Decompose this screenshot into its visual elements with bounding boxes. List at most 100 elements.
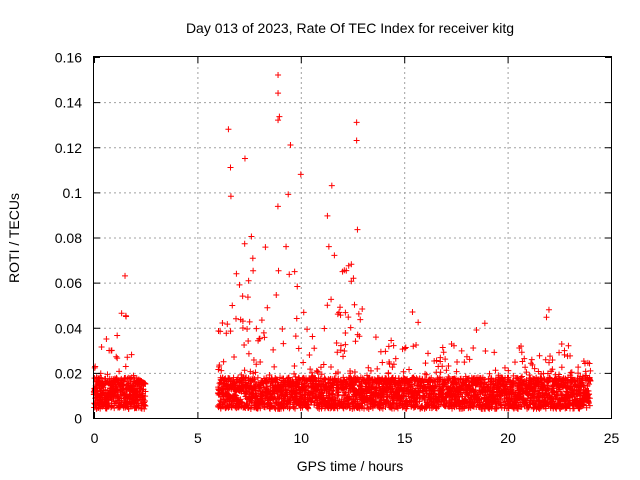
scatter-point: [292, 373, 299, 380]
scatter-point: [300, 359, 307, 366]
scatter-point: [394, 405, 401, 412]
scatter-point: [544, 385, 551, 392]
scatter-point: [535, 368, 542, 375]
scatter-point: [217, 328, 224, 335]
scatter-point: [229, 302, 236, 309]
scatter-point: [342, 329, 349, 336]
scatter-point: [262, 244, 269, 251]
scatter-point: [505, 367, 512, 374]
scatter-point: [260, 329, 267, 336]
scatter-point: [142, 388, 149, 395]
scatter-point: [351, 301, 358, 308]
scatter-point: [586, 360, 593, 367]
scatter-point: [223, 330, 230, 337]
scatter-point: [482, 348, 489, 355]
scatter-point: [280, 340, 287, 347]
plot-frame: [93, 56, 612, 419]
scatter-point: [355, 310, 362, 317]
scatter-point: [227, 164, 234, 171]
scatter-point: [328, 296, 335, 303]
scatter-point: [341, 348, 348, 355]
scatter-point: [244, 326, 251, 333]
scatter-point: [257, 358, 264, 365]
scatter-point: [335, 369, 342, 376]
y-tick-label: 0: [74, 411, 82, 427]
scatter-point: [328, 364, 335, 371]
scatter-point: [348, 278, 355, 285]
scatter-point: [252, 369, 259, 376]
scatter-point: [347, 324, 354, 331]
scatter-point: [583, 404, 590, 411]
scatter-point: [392, 355, 399, 362]
scatter-point: [558, 390, 565, 397]
scatter-point: [522, 364, 529, 371]
scatter-point: [108, 347, 115, 354]
scatter-point: [224, 321, 231, 328]
scatter-point: [347, 368, 354, 375]
scatter-point: [128, 351, 135, 358]
scatter-point: [266, 371, 273, 378]
scatter-point: [382, 348, 389, 355]
scatter-point: [239, 318, 246, 325]
scatter-point: [519, 373, 526, 380]
scatter-point: [466, 356, 473, 363]
scatter-point: [275, 117, 282, 124]
scatter-point: [437, 358, 444, 365]
scatter-point: [401, 345, 408, 352]
scatter-point: [266, 397, 273, 404]
scatter-point: [137, 405, 144, 412]
scatter-point: [241, 240, 248, 247]
scatter-point: [556, 349, 563, 356]
scatter-point: [343, 267, 350, 274]
scatter-point: [216, 362, 223, 369]
scatter-point: [463, 353, 470, 360]
scatter-point: [118, 310, 125, 317]
scatter-point: [416, 398, 423, 405]
scatter-point: [409, 308, 416, 315]
scatter-point: [275, 267, 282, 274]
scatter-point: [415, 319, 422, 326]
scatter-point: [331, 252, 338, 259]
scatter-point: [419, 375, 426, 382]
scatter-point: [249, 255, 256, 262]
scatter-point: [521, 355, 528, 362]
scatter-point: [291, 370, 298, 377]
scatter-point: [379, 359, 386, 366]
scatter-point: [120, 385, 127, 392]
scatter-point: [586, 391, 593, 398]
scatter-point: [486, 370, 493, 377]
scatter-point: [328, 182, 335, 189]
scatter-point: [353, 137, 360, 144]
scatter-point: [134, 396, 141, 403]
scatter-point: [454, 358, 461, 365]
scatter-point: [481, 320, 488, 327]
scatter-point: [445, 362, 452, 369]
scatter-point: [297, 171, 304, 178]
scatter-point: [114, 332, 121, 339]
scatter-point: [305, 402, 312, 409]
scatter-point: [547, 353, 554, 360]
x-tick-label: 25: [604, 430, 620, 446]
scatter-point: [273, 291, 280, 298]
scatter-point: [422, 360, 429, 367]
scatter-point: [275, 72, 282, 79]
scatter-point: [523, 369, 530, 376]
scatter-point: [309, 333, 316, 340]
scatter-point: [292, 405, 299, 412]
scatter-point: [127, 375, 134, 382]
scatter-point: [531, 388, 538, 395]
y-tick-label: 0.02: [55, 365, 82, 381]
scatter-point: [258, 317, 265, 324]
scatter-point: [550, 385, 557, 392]
scatter-point: [501, 364, 508, 371]
scatter-point: [518, 349, 525, 356]
scatter-point: [320, 361, 327, 368]
scatter-point: [292, 333, 299, 340]
scatter-point: [458, 347, 465, 354]
scatter-point: [431, 399, 438, 406]
scatter-point: [446, 375, 453, 382]
chart-title: Day 013 of 2023, Rate Of TEC Index for r…: [186, 20, 514, 36]
scatter-point: [225, 126, 232, 133]
scatter-point: [372, 334, 379, 341]
scatter-point: [388, 337, 395, 344]
